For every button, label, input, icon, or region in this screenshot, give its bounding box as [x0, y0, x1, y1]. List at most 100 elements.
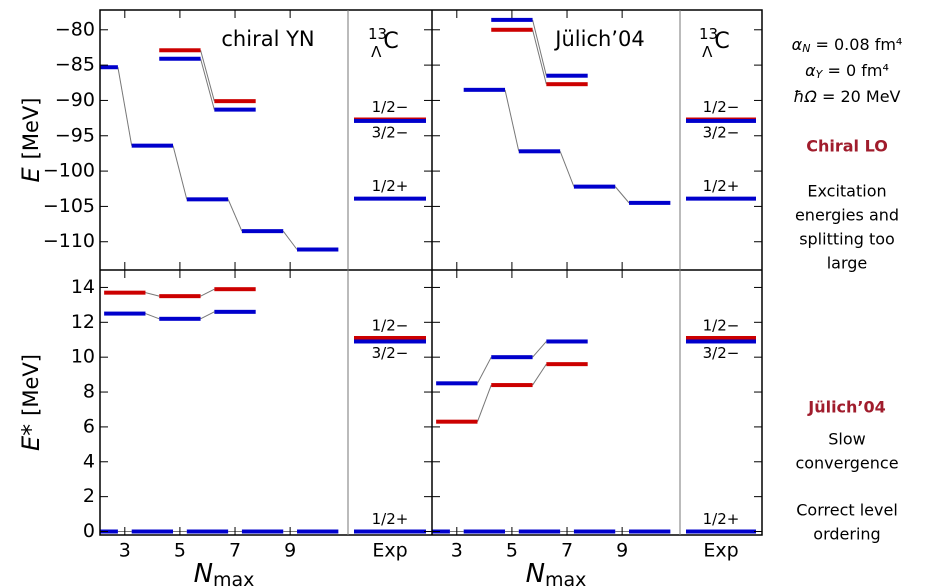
y-tick-label: 8: [83, 381, 95, 403]
connector: [559, 151, 575, 187]
level: [159, 56, 201, 61]
level: [104, 311, 146, 316]
level: [241, 529, 284, 534]
panel: [100, 48, 426, 252]
x-symbol: N: [194, 559, 213, 588]
level: [518, 149, 561, 154]
y-unit: [MeV]: [19, 98, 43, 160]
y-tick-label: 12: [71, 311, 95, 333]
level: [491, 355, 533, 360]
y-tick-label: −105: [43, 195, 95, 217]
level: [131, 529, 174, 534]
x-sub: max: [545, 569, 586, 588]
y-unit: [MeV]: [19, 354, 43, 416]
connector: [532, 341, 547, 358]
level: [214, 287, 256, 292]
level: [104, 290, 146, 295]
y-tick-label: −95: [55, 124, 95, 146]
x-tick-label: 7: [561, 540, 573, 562]
y-tick-label: 0: [83, 520, 95, 542]
panel-title: Jülich’04: [553, 27, 644, 51]
element: C: [714, 29, 729, 54]
y-tick-label: 2: [83, 485, 95, 507]
panel-title: chiral YN: [221, 27, 314, 51]
x-sub: max: [213, 569, 254, 588]
exp-level: [354, 335, 426, 340]
connector: [145, 292, 160, 297]
panel: [463, 17, 756, 205]
y-tick-label: −100: [43, 160, 95, 182]
hyperon: Λ: [702, 43, 713, 61]
level: [518, 529, 561, 534]
section-text: Excitation: [807, 182, 886, 201]
y-symbol: E: [17, 166, 45, 182]
x-tick-label: 9: [284, 540, 296, 562]
param-symbol: α: [792, 35, 803, 54]
exp-level: [686, 118, 756, 123]
level: [573, 529, 616, 534]
connector: [532, 29, 547, 85]
connector: [532, 19, 547, 76]
level: [297, 247, 339, 252]
section-title: Chiral LO: [806, 137, 888, 156]
y-tick-label: 6: [83, 415, 95, 437]
frame: [99, 9, 763, 536]
parameter: αY = 0 fm⁴: [805, 61, 889, 82]
level: [159, 316, 201, 321]
level-label: 1/2−: [703, 98, 740, 116]
x-axis-label: Nmax: [194, 559, 255, 588]
x-tick-label: 3: [451, 540, 463, 562]
section-text: Correct level: [796, 501, 898, 520]
x-symbol: N: [526, 559, 545, 588]
hyperon: Λ: [371, 43, 382, 61]
level: [546, 82, 588, 87]
y-axis-label: E* [MeV]: [17, 354, 45, 451]
level: [131, 143, 174, 148]
level-label: 3/2−: [703, 123, 740, 141]
section-text: ordering: [813, 525, 880, 544]
exp-level: [354, 118, 426, 123]
x-tick-label: 3: [119, 540, 131, 562]
x-tick-label: Exp: [372, 540, 407, 562]
connector: [227, 199, 243, 232]
connector: [477, 356, 492, 384]
level: [491, 17, 533, 22]
level: [463, 87, 506, 92]
level: [186, 197, 229, 202]
param-symbol: ħΩ: [794, 87, 818, 106]
connector: [504, 89, 520, 152]
connector: [172, 145, 188, 200]
section-text: large: [827, 254, 868, 273]
connector: [282, 230, 298, 250]
level-label: 3/2−: [372, 123, 409, 141]
level: [546, 362, 588, 367]
y-tick-label: 14: [71, 276, 95, 298]
connector: [200, 288, 215, 297]
y-tick-label: −85: [55, 54, 95, 76]
param-value: = 0.08 fm⁴: [810, 35, 902, 54]
level: [432, 529, 450, 534]
connector: [145, 313, 160, 320]
level-label: 1/2+: [703, 177, 740, 195]
level: [100, 65, 118, 70]
exp-level: [354, 196, 426, 201]
connector: [200, 50, 215, 102]
connector: [200, 58, 215, 110]
x-axis-label: Nmax: [526, 559, 587, 588]
level: [629, 529, 671, 534]
level-label: 3/2−: [703, 344, 740, 362]
x-tick-label: 5: [174, 540, 186, 562]
level: [546, 339, 588, 344]
x-tick-label: 9: [616, 540, 628, 562]
level: [573, 184, 616, 189]
section-text: convergence: [795, 454, 898, 473]
param-symbol: α: [805, 61, 816, 80]
connector: [614, 186, 630, 204]
mass-number: 13: [368, 25, 387, 43]
level: [100, 529, 118, 534]
y-symbol: E*: [17, 424, 45, 451]
y-tick-label: 4: [83, 450, 95, 472]
section-title: Jülich’04: [807, 398, 886, 417]
y-tick-label: −110: [43, 230, 95, 252]
level-label: 1/2−: [703, 316, 740, 334]
